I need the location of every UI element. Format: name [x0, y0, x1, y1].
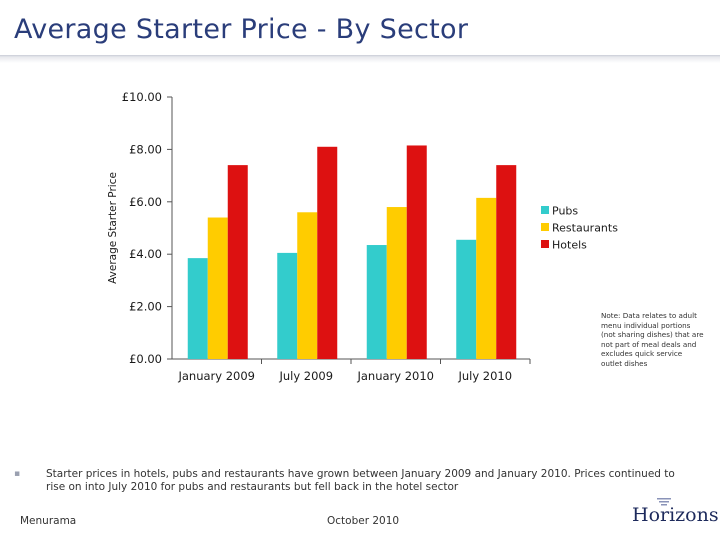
- y-tick-label: £0.00: [129, 352, 162, 366]
- bar-hotels: [496, 165, 517, 359]
- logo-mark-icon: [657, 498, 671, 506]
- y-tick-label: £8.00: [129, 142, 162, 156]
- footer-brand: Menurama: [20, 515, 77, 527]
- bullet-icon: ▪: [14, 469, 21, 479]
- y-tick-label: £6.00: [129, 195, 162, 209]
- logo-text: Horizons: [632, 504, 719, 526]
- legend-swatch: [541, 206, 549, 214]
- x-tick-label: July 2010: [457, 369, 512, 383]
- y-axis-title: Average Starter Price: [107, 172, 119, 284]
- bar-pubs: [187, 258, 208, 359]
- y-tick-label: £4.00: [129, 247, 162, 261]
- bar-hotels: [317, 146, 338, 359]
- bar-hotels: [406, 145, 427, 359]
- bar-pubs: [456, 239, 477, 359]
- title-divider: [0, 55, 720, 63]
- y-tick-label: £10.00: [122, 90, 162, 104]
- bar-restaurants: [297, 212, 318, 359]
- legend-label: Restaurants: [552, 222, 618, 235]
- legend-swatch: [541, 240, 549, 248]
- bar-restaurants: [386, 207, 407, 359]
- footer-date: October 2010: [327, 515, 400, 527]
- bar-restaurants: [207, 217, 228, 359]
- bar-restaurants: [476, 197, 497, 359]
- bullet-text: Starter prices in hotels, pubs and resta…: [46, 468, 675, 493]
- horizons-logo: Horizons: [630, 498, 719, 528]
- legend-label: Hotels: [552, 239, 587, 252]
- x-tick-label: January 2010: [356, 369, 434, 383]
- slide-title: Average Starter Price - By Sector: [14, 14, 469, 45]
- bar-hotels: [227, 165, 248, 359]
- bar-pubs: [277, 252, 298, 359]
- legend-swatch: [541, 223, 549, 231]
- x-tick-label: January 2009: [177, 369, 255, 383]
- bar-pubs: [366, 245, 387, 359]
- chart-note: Note: Data relates to adult menu individ…: [601, 311, 704, 368]
- x-tick-label: July 2009: [278, 369, 333, 383]
- legend-label: Pubs: [552, 205, 578, 218]
- y-tick-label: £2.00: [129, 300, 162, 314]
